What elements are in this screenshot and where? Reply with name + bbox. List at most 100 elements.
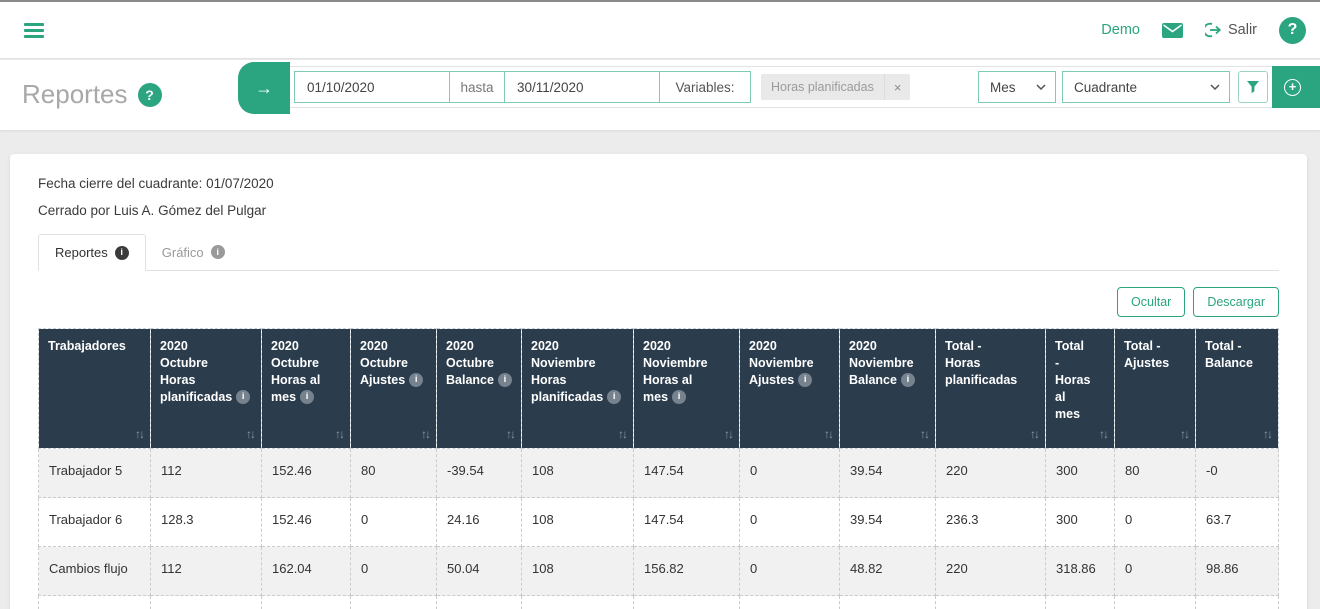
column-header-total-horas-planificadas[interactable]: Total - Horas planificadas ↑↓ [935,327,1046,450]
top-bar: Demo Salir ? [0,2,1320,59]
value-cell: 108 [521,448,634,499]
value-cell: 0 [739,595,840,609]
value-cell: 0 [739,448,840,499]
column-header-total-balance[interactable]: Total - Balance ↑↓ [1195,327,1279,450]
value-cell: 0 [739,497,840,548]
value-cell: 112 [150,448,262,499]
add-button[interactable]: + [1272,66,1320,108]
value-cell: -0 [1195,448,1279,499]
value-cell: 128.3 [150,497,262,548]
column-header-2020-noviembre-balance[interactable]: 2020 Noviembre Balance i ↑↓ [839,327,936,450]
column-header-2020-octubre-horas-planificadas[interactable]: 2020 Octubre Horas planificadas i ↑↓ [150,327,262,450]
sort-icon[interactable]: ↑↓ [421,427,431,442]
value-cell: 24.16 [436,595,522,609]
value-cell: 152.46 [261,448,351,499]
info-icon[interactable]: i [672,390,687,405]
value-cell: 0 [350,497,437,548]
chevron-down-icon [1210,84,1220,90]
info-icon[interactable]: i [900,373,915,388]
tab-reportes[interactable]: Reportes i [38,234,146,271]
info-icon[interactable]: i [607,390,622,405]
column-header-trabajadores[interactable]: Trabajadores ↑↓ [38,327,151,450]
filter-button[interactable] [1238,71,1268,103]
logout-icon [1204,22,1222,38]
value-cell: 39.54 [839,595,936,609]
value-cell: 152.46 [261,497,351,548]
hide-button[interactable]: Ocultar [1117,287,1186,317]
column-header-total-ajustes[interactable]: Total - Ajustes ↑↓ [1114,327,1196,450]
value-cell: 0 [350,595,437,609]
column-label: Total - Horas planificadas [945,339,1018,387]
value-cell: 0 [1114,546,1196,597]
sort-icon[interactable]: ↑↓ [246,427,256,442]
page-title: Reportes [22,79,128,109]
column-header-2020-octubre-balance[interactable]: 2020 Octubre Balance i ↑↓ [436,327,522,450]
date-from-input[interactable] [294,71,450,103]
sort-icon[interactable]: ↑↓ [135,427,145,442]
apply-filters-button[interactable]: → [238,62,290,114]
info-icon[interactable]: i [114,245,129,260]
value-cell: 220 [935,546,1046,597]
column-header-2020-noviembre-horas-planificadas[interactable]: 2020 Noviembre Horas planificadas i ↑↓ [521,327,634,450]
help-icon[interactable]: ? [1279,16,1306,44]
column-header-total-horas-al-mes[interactable]: Total - Horas al mes ↑↓ [1045,327,1115,450]
mail-icon[interactable] [1161,22,1183,38]
group-by-select[interactable]: Mes [978,71,1056,103]
filter-icon [1247,80,1259,93]
sort-icon[interactable]: ↑↓ [506,427,516,442]
worker-name-cell: Cambios flujo [38,546,151,597]
worker-name-cell: Trabajador 6 [38,497,151,548]
tab-grafico[interactable]: Gráfico i [146,234,241,270]
download-button[interactable]: Descargar [1193,287,1279,317]
value-cell: -39.54 [436,448,522,499]
column-header-2020-noviembre-horas-al-mes[interactable]: 2020 Noviembre Horas al mes i ↑↓ [633,327,740,450]
table-row: Cambios flujo 112 162.04 0 50.04 108 156.82 0 48… [38,546,1279,597]
sort-icon[interactable]: ↑↓ [824,427,834,442]
date-to-input[interactable] [504,71,660,103]
view-select[interactable]: Cuadrante [1062,71,1230,103]
menu-icon[interactable] [24,20,44,41]
tab-reportes-label: Reportes [55,245,108,260]
report-table: Trabajadores ↑↓ 2020 Octubre Horas planifi… [38,327,1279,609]
group-by-value: Mes [990,79,1016,95]
value-cell: 147.54 [633,595,740,609]
sort-icon[interactable]: ↑↓ [1030,427,1040,442]
info-icon[interactable]: i [497,373,512,388]
sort-icon[interactable]: ↑↓ [1099,427,1109,442]
tab-grafico-label: Gráfico [161,244,204,260]
value-cell: 63.7 [1195,595,1279,609]
sort-icon[interactable]: ↑↓ [335,427,345,442]
value-cell: 24.16 [436,497,522,548]
column-label: 2020 Octubre Balance [446,339,494,387]
info-icon[interactable]: i [236,390,251,405]
logout-button[interactable]: Salir [1204,22,1257,38]
value-cell: 48.82 [839,546,936,597]
value-cell: 236.3 [935,595,1046,609]
quadrant-close-date: Fecha cierre del cuadrante: 01/07/2020 [38,176,274,191]
value-cell: 300 [1045,448,1115,499]
sort-icon[interactable]: ↑↓ [1180,427,1190,442]
value-cell: 300 [1045,497,1115,548]
column-header-2020-octubre-ajustes[interactable]: 2020 Octubre Ajustes i ↑↓ [350,327,437,450]
filter-toolbar: hasta Variables: Horas planificadas × Me… [285,66,1320,108]
sort-icon[interactable]: ↑↓ [724,427,734,442]
column-label: 2020 Noviembre Ajustes [749,339,814,387]
info-icon[interactable]: i [210,245,225,259]
sort-icon[interactable]: ↑↓ [920,427,930,442]
value-cell: 220 [935,448,1046,499]
column-label: 2020 Noviembre Balance [849,339,914,387]
info-icon[interactable]: i [409,373,424,388]
info-icon[interactable]: i [300,390,315,405]
column-header-2020-noviembre-ajustes[interactable]: 2020 Noviembre Ajustes i ↑↓ [739,327,840,450]
demo-link[interactable]: Demo [1101,22,1140,38]
sort-icon[interactable]: ↑↓ [1263,427,1273,442]
remove-tag-icon[interactable]: × [883,74,911,100]
info-icon[interactable]: i [798,373,813,388]
sort-icon[interactable]: ↑↓ [618,427,628,442]
chevron-down-icon [1036,84,1046,90]
value-cell: 147.54 [633,448,740,499]
page-help-icon[interactable]: ? [137,82,162,107]
value-cell: 108 [521,497,634,548]
value-cell: 0 [1114,497,1196,548]
column-header-2020-octubre-horas-al-mes[interactable]: 2020 Octubre Horas al mes i ↑↓ [261,327,351,450]
